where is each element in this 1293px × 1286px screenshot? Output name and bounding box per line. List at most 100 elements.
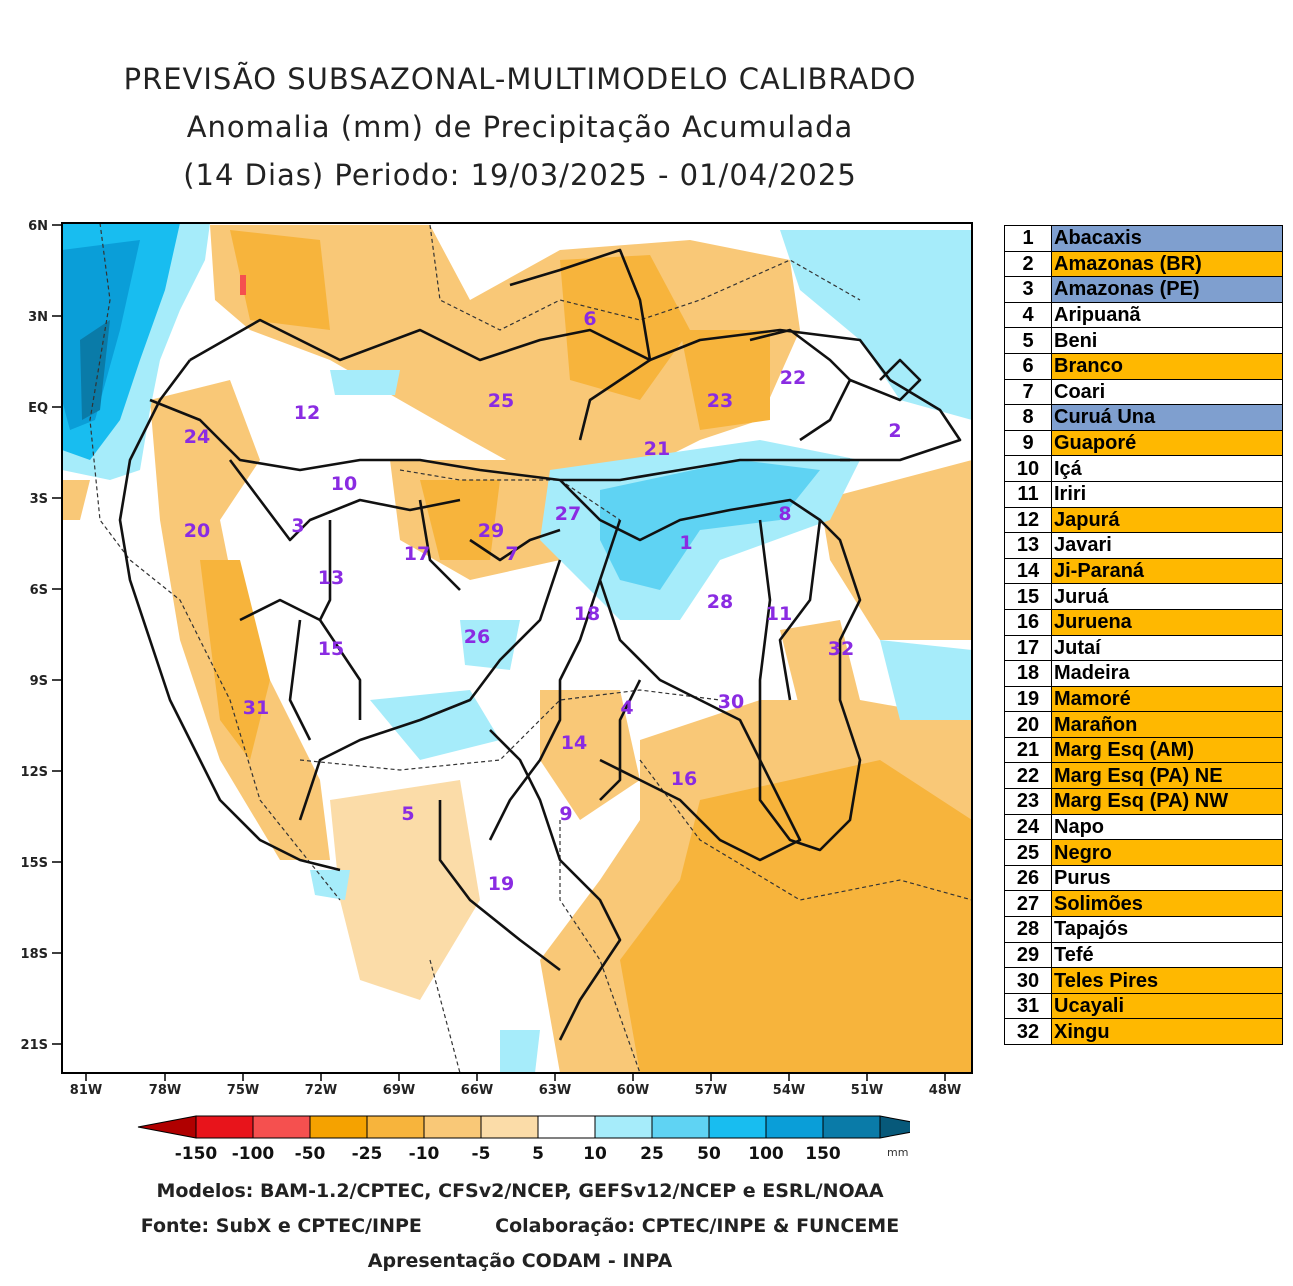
legend-row: 29 Tefé	[1004, 941, 1283, 969]
legend-row: 15 Juruá	[1004, 583, 1283, 610]
legend-row-name: Marañon	[1051, 711, 1283, 738]
legend-row: 32 Xingu	[1004, 1018, 1283, 1045]
legend-row-number: 17	[1004, 634, 1052, 662]
legend-row-number: 8	[1004, 404, 1052, 431]
footer-presentation: Apresentação CODAM - INPA	[367, 1250, 673, 1272]
footer-models: Modelos: BAM-1.2/CPTEC, CFSv2/NCEP, GEFS…	[156, 1180, 884, 1202]
basin-label: 22	[780, 367, 806, 389]
colorbar-tick-label: -10	[409, 1144, 440, 1164]
lat-tick-label: 9S	[30, 674, 48, 689]
legend-row: 10 Içá	[1004, 455, 1283, 482]
colorbar-swatch	[309, 1115, 368, 1139]
legend-row-name: Abacaxis	[1051, 225, 1283, 252]
legend-row-number: 1	[1004, 225, 1052, 252]
basin-label: 12	[294, 402, 320, 424]
lon-tick-label: 54W	[773, 1083, 805, 1098]
legend-row: 22 Marg Esq (PA) NE	[1004, 762, 1283, 790]
legend-row: 21 Marg Esq (AM)	[1004, 736, 1283, 764]
colorbar-swatch	[252, 1115, 311, 1139]
lat-tick-label: 6N	[28, 219, 48, 234]
footer-source-line: Fonte: SubX e CPTEC/INPE Colaboração: CP…	[0, 1215, 1040, 1237]
colorbar-unit: mm	[887, 1146, 908, 1159]
legend-row-name: Marg Esq (PA) NE	[1051, 762, 1283, 790]
legend-row-number: 2	[1004, 250, 1052, 278]
legend-row: 25 Negro	[1004, 839, 1283, 866]
legend-row: 23 Marg Esq (PA) NW	[1004, 788, 1283, 815]
colorbar-min-triangle	[137, 1115, 197, 1139]
basin-label: 4	[620, 697, 633, 719]
lon-tick-label: 75W	[227, 1083, 259, 1098]
legend-row-name: Ucayali	[1051, 992, 1283, 1020]
basin-label: 5	[401, 803, 414, 825]
lat-tick-label: 6S	[30, 583, 48, 598]
lon-tick-label: 66W	[461, 1083, 493, 1098]
legend-row-number: 24	[1004, 813, 1052, 841]
map-title-line-1: PREVISÃO SUBSAZONAL-MULTIMODELO CALIBRAD…	[123, 62, 917, 96]
map-title-line-3: (14 Dias) Periodo: 19/03/2025 - 01/04/20…	[183, 158, 857, 192]
colorbar-swatch	[537, 1115, 596, 1139]
legend-row-number: 20	[1004, 711, 1052, 738]
basin-label: 27	[555, 503, 581, 525]
basin-label: 18	[574, 603, 600, 625]
longitude-axis: 81W 78W 75W 72W 69W 66W 63W 60W 57W 54W …	[70, 1083, 961, 1098]
legend-row: 13 Javari	[1004, 532, 1283, 559]
legend-row-name: Ji-Paraná	[1051, 557, 1283, 585]
legend-row-name: Teles Pires	[1051, 967, 1283, 994]
lat-ticks	[52, 224, 62, 1045]
legend-row: 14 Ji-Paraná	[1004, 557, 1283, 585]
latitude-axis: 6N 3N EQ 3S 6S 9S 12S 15S 18S 21S	[21, 219, 48, 1053]
legend-row-name: Purus	[1051, 864, 1283, 892]
colorbar-tick-label: 100	[748, 1144, 784, 1164]
basin-label: 25	[488, 390, 514, 412]
basin-label: 30	[718, 691, 744, 713]
basin-label: 11	[766, 603, 792, 625]
lon-tick-label: 72W	[305, 1083, 337, 1098]
legend-row-number: 15	[1004, 583, 1052, 610]
legend-row: 9 Guaporé	[1004, 429, 1283, 457]
legend-row-number: 14	[1004, 557, 1052, 585]
colorbar-tick-label: 50	[697, 1144, 721, 1164]
legend-row: 18 Madeira	[1004, 660, 1283, 687]
lat-tick-label: 3N	[28, 310, 48, 325]
colorbar-tick-label: 10	[583, 1144, 607, 1164]
legend-row: 17 Jutaí	[1004, 634, 1283, 662]
legend-row-name: Marg Esq (PA) NW	[1051, 788, 1283, 815]
legend-row-number: 10	[1004, 455, 1052, 482]
colorbar-swatch	[708, 1115, 767, 1139]
legend-row-number: 31	[1004, 992, 1052, 1020]
lat-tick-label: EQ	[28, 401, 48, 416]
basin-label: 13	[318, 567, 344, 589]
lon-ticks	[85, 1073, 946, 1081]
colorbar-tick-label: -100	[232, 1144, 275, 1164]
basin-number-labels: 6 22 25 23 12 2 24 21 10 27 8 3 29 7 20 …	[184, 308, 902, 895]
basin-label: 21	[644, 438, 670, 460]
legend-row: 28 Tapajós	[1004, 916, 1283, 943]
legend-row-number: 25	[1004, 839, 1052, 866]
lon-tick-label: 51W	[851, 1083, 883, 1098]
legend-row-name: Jutaí	[1051, 634, 1283, 662]
basin-label: 8	[778, 503, 791, 525]
legend-row-name: Mamoré	[1051, 685, 1283, 713]
legend-row-number: 21	[1004, 736, 1052, 764]
colorbar-swatch	[651, 1115, 710, 1139]
legend-row-number: 6	[1004, 352, 1052, 380]
basin-label: 6	[583, 308, 596, 330]
basin-label: 31	[243, 697, 269, 719]
legend-row: 4 Aripuanã	[1004, 301, 1283, 329]
basin-legend-table: 1 Abacaxis 2 Amazonas (BR) 3 Amazonas (PE) 4 Ar…	[1004, 225, 1283, 1045]
legend-row-name: Tefé	[1051, 941, 1283, 969]
legend-row-number: 7	[1004, 378, 1052, 406]
legend-row: 19 Mamoré	[1004, 685, 1283, 713]
basin-label: 23	[707, 390, 733, 412]
footer-source: Fonte: SubX e CPTEC/INPE	[140, 1215, 422, 1237]
legend-row-name: Napo	[1051, 813, 1283, 841]
legend-row-name: Madeira	[1051, 660, 1283, 687]
map-frame	[61, 222, 973, 1074]
legend-row: 2 Amazonas (BR)	[1004, 250, 1283, 278]
colorbar-tick-label: -5	[472, 1144, 491, 1164]
legend-row-name: Xingu	[1051, 1018, 1283, 1045]
colorbar-swatch	[822, 1115, 881, 1139]
colorbar-tick-label: 25	[640, 1144, 664, 1164]
basin-label: 10	[331, 473, 357, 495]
precipitation-map: 6 22 25 23 12 2 24 21 10 27 8 3 29 7 20 …	[21, 219, 973, 1098]
